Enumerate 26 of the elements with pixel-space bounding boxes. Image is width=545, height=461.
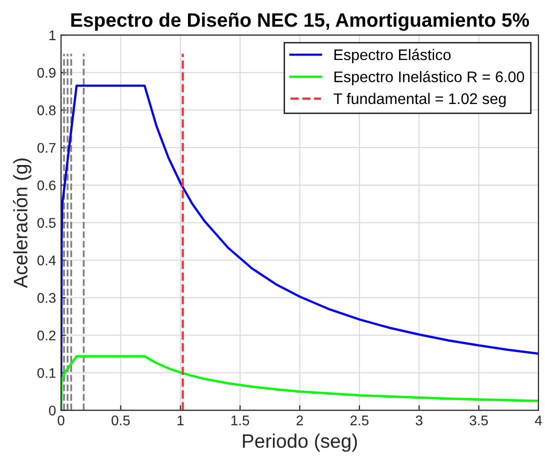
y-tick-label: 0.2 bbox=[37, 330, 56, 340]
y-tick-label: 0.9 bbox=[37, 68, 56, 78]
legend-label: Espectro Elástico bbox=[334, 48, 451, 64]
x-tick-label: 1 bbox=[178, 416, 184, 426]
legend-label: Espectro Inelástico R = 6.00 bbox=[334, 70, 524, 86]
x-tick-label: 3 bbox=[416, 416, 422, 426]
legend-label: T fundamental = 1.02 seg bbox=[334, 92, 506, 108]
x-tick-label: 2.5 bbox=[350, 416, 368, 426]
x-tick-label: 1.5 bbox=[231, 416, 250, 426]
y-tick-label: 0.3 bbox=[37, 293, 56, 303]
chart-title: Espectro de Diseño NEC 15, Amortiguamiento 5% bbox=[71, 12, 530, 31]
y-tick-label: 0.4 bbox=[37, 256, 56, 266]
x-tick-label: 4 bbox=[534, 416, 542, 426]
y-tick-label: 1 bbox=[50, 30, 56, 40]
x-tick-label: 0.5 bbox=[112, 416, 130, 426]
y-axis-title: Aceleración (g) bbox=[12, 158, 32, 288]
y-tick-label: 0.5 bbox=[37, 218, 56, 228]
y-tick-label: 0.6 bbox=[37, 180, 56, 190]
y-tick-label: 0.1 bbox=[37, 368, 56, 378]
x-tick-label: 2 bbox=[296, 416, 303, 426]
x-tick-label: 3.5 bbox=[470, 416, 488, 426]
x-tick-label: 0 bbox=[58, 416, 64, 426]
y-tick-label: 0.7 bbox=[37, 142, 56, 153]
y-tick-label: 0 bbox=[49, 406, 56, 416]
x-axis-title: Periodo (seg) bbox=[242, 434, 357, 452]
y-tick-label: 0.8 bbox=[37, 105, 56, 116]
